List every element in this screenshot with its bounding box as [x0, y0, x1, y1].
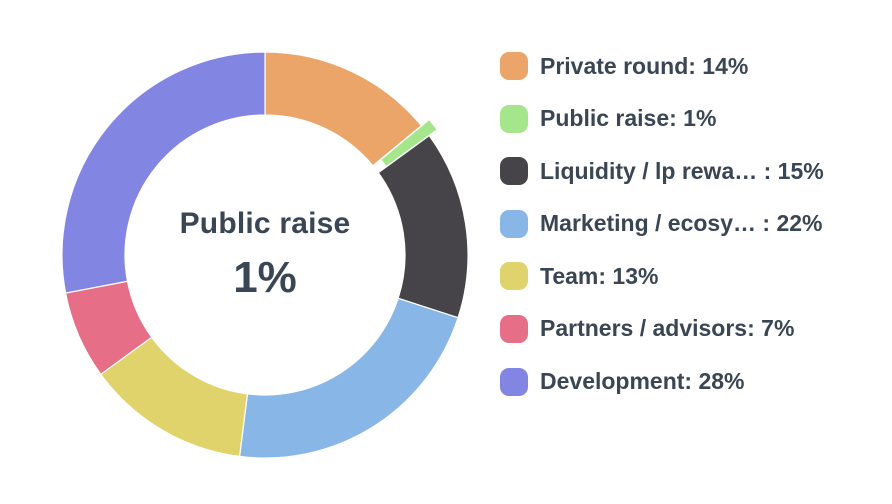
legend-label: Development: 28% — [540, 368, 745, 395]
legend-swatch — [500, 52, 528, 80]
legend-item-private-round[interactable]: Private round: 14% — [500, 52, 824, 80]
legend-swatch — [500, 314, 528, 343]
legend-label: Private round: 14% — [540, 52, 749, 79]
donut-chart — [61, 51, 469, 459]
legend-item-development[interactable]: Development: 28% — [500, 367, 824, 396]
legend-label: Liquidity / lp rewa… : 15% — [540, 157, 824, 184]
legend-label: Marketing / ecosy… : 22% — [540, 210, 823, 237]
legend-label: Team: 13% — [540, 262, 659, 289]
legend-swatch — [500, 262, 528, 291]
legend-label: Partners / advisors: 7% — [540, 315, 795, 342]
legend-item-marketing-ecosy[interactable]: Marketing / ecosy… : 22% — [500, 209, 824, 238]
donut-slice-development[interactable] — [61, 51, 266, 294]
legend: Private round: 14% Public raise: 1% Liquid… — [500, 52, 824, 396]
donut-slice-liquidity-lp-rewa[interactable] — [377, 134, 469, 319]
legend-swatch — [500, 367, 528, 396]
legend-swatch — [500, 104, 528, 133]
legend-item-public-raise[interactable]: Public raise: 1% — [500, 104, 824, 133]
donut-slice-marketing-ecosy[interactable] — [238, 297, 459, 459]
legend-swatch — [500, 209, 528, 238]
legend-item-liquidity-lp-rewa[interactable]: Liquidity / lp rewa… : 15% — [500, 157, 824, 186]
legend-label: Public raise: 1% — [540, 105, 717, 132]
legend-item-partners-advisors[interactable]: Partners / advisors: 7% — [500, 314, 824, 343]
legend-item-team[interactable]: Team: 13% — [500, 262, 824, 291]
legend-swatch — [500, 157, 528, 186]
